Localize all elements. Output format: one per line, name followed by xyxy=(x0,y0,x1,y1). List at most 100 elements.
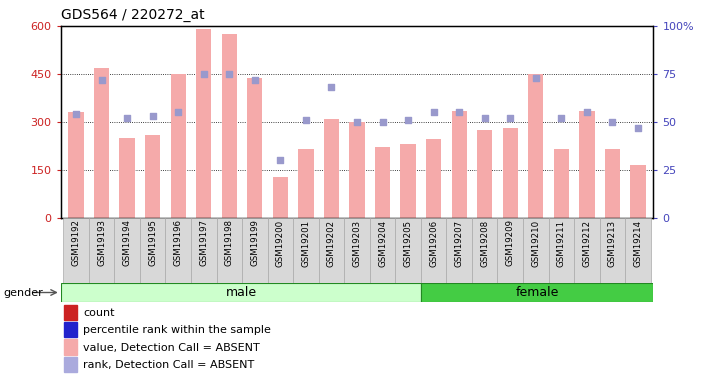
Text: male: male xyxy=(226,286,256,299)
Bar xyxy=(191,217,216,283)
Bar xyxy=(401,144,416,218)
Text: GSM19211: GSM19211 xyxy=(557,219,566,267)
Bar xyxy=(216,217,242,283)
Bar xyxy=(221,34,237,218)
Bar xyxy=(298,149,313,217)
Bar xyxy=(64,357,76,372)
Point xyxy=(428,110,439,116)
Bar xyxy=(318,217,344,283)
Point xyxy=(530,75,541,81)
Text: GSM19204: GSM19204 xyxy=(378,219,387,267)
Text: value, Detection Call = ABSENT: value, Detection Call = ABSENT xyxy=(84,343,260,352)
Point xyxy=(96,77,107,83)
Bar xyxy=(498,217,523,283)
Bar xyxy=(171,74,186,217)
Bar xyxy=(548,217,574,283)
Point xyxy=(300,117,311,123)
Text: GSM19205: GSM19205 xyxy=(403,219,413,267)
Point xyxy=(453,110,465,116)
Text: GSM19207: GSM19207 xyxy=(455,219,463,267)
Bar xyxy=(114,217,140,283)
Point xyxy=(249,77,261,83)
Bar xyxy=(503,128,518,217)
Bar xyxy=(145,135,161,218)
Bar xyxy=(64,339,76,354)
Bar xyxy=(528,74,543,217)
Bar xyxy=(64,304,76,320)
Bar xyxy=(523,217,548,283)
Bar xyxy=(344,217,370,283)
Text: GSM19209: GSM19209 xyxy=(506,219,515,267)
Bar xyxy=(574,217,600,283)
Bar xyxy=(600,217,625,283)
Bar xyxy=(119,138,135,218)
Point xyxy=(607,119,618,125)
Bar xyxy=(375,147,391,218)
Bar xyxy=(64,217,89,283)
Bar xyxy=(64,322,76,337)
Point xyxy=(70,111,81,117)
Text: GSM19201: GSM19201 xyxy=(301,219,311,267)
Bar xyxy=(421,283,653,302)
Bar xyxy=(396,217,421,283)
Bar xyxy=(625,217,650,283)
Text: GSM19196: GSM19196 xyxy=(174,219,183,267)
Point xyxy=(377,119,388,125)
Point xyxy=(555,115,567,121)
Bar xyxy=(140,217,166,283)
Bar xyxy=(426,140,441,218)
Text: GSM19197: GSM19197 xyxy=(199,219,208,267)
Text: GSM19212: GSM19212 xyxy=(583,219,591,267)
Point xyxy=(479,115,491,121)
Bar xyxy=(196,30,211,218)
Text: GSM19199: GSM19199 xyxy=(251,219,259,266)
Bar xyxy=(630,165,645,218)
Point xyxy=(198,71,209,77)
Bar xyxy=(421,217,446,283)
Bar xyxy=(446,217,472,283)
Point xyxy=(351,119,363,125)
Text: rank, Detection Call = ABSENT: rank, Detection Call = ABSENT xyxy=(84,360,254,370)
Text: GSM19202: GSM19202 xyxy=(327,219,336,267)
Text: count: count xyxy=(84,308,115,318)
Bar xyxy=(477,130,493,218)
Point xyxy=(633,124,644,130)
Point xyxy=(505,115,516,121)
Bar xyxy=(472,217,498,283)
Text: GSM19198: GSM19198 xyxy=(225,219,233,267)
Point xyxy=(403,117,414,123)
Text: GSM19208: GSM19208 xyxy=(481,219,489,267)
Point xyxy=(121,115,133,121)
Bar xyxy=(89,217,114,283)
Bar xyxy=(61,283,421,302)
Bar xyxy=(293,217,318,283)
Point xyxy=(326,84,337,90)
Point xyxy=(275,157,286,163)
Bar xyxy=(247,78,263,218)
Bar xyxy=(605,149,620,217)
Point xyxy=(581,110,593,116)
Point xyxy=(223,71,235,77)
Text: GSM19213: GSM19213 xyxy=(608,219,617,267)
Text: GDS564 / 220272_at: GDS564 / 220272_at xyxy=(61,9,204,22)
Text: GSM19206: GSM19206 xyxy=(429,219,438,267)
Bar xyxy=(553,149,569,217)
Text: GSM19203: GSM19203 xyxy=(353,219,361,267)
Point xyxy=(147,113,159,119)
Text: GSM19192: GSM19192 xyxy=(71,219,81,267)
Point xyxy=(173,110,184,116)
Bar xyxy=(579,111,595,218)
Text: GSM19193: GSM19193 xyxy=(97,219,106,267)
Bar xyxy=(323,118,339,218)
Bar xyxy=(451,111,467,218)
Text: GSM19210: GSM19210 xyxy=(531,219,540,267)
Bar xyxy=(268,217,293,283)
Bar xyxy=(166,217,191,283)
Text: gender: gender xyxy=(4,288,44,297)
Text: GSM19194: GSM19194 xyxy=(123,219,131,267)
Text: female: female xyxy=(516,286,559,299)
Text: GSM19214: GSM19214 xyxy=(633,219,643,267)
Bar xyxy=(349,122,365,218)
Bar xyxy=(94,68,109,218)
Bar xyxy=(273,177,288,218)
